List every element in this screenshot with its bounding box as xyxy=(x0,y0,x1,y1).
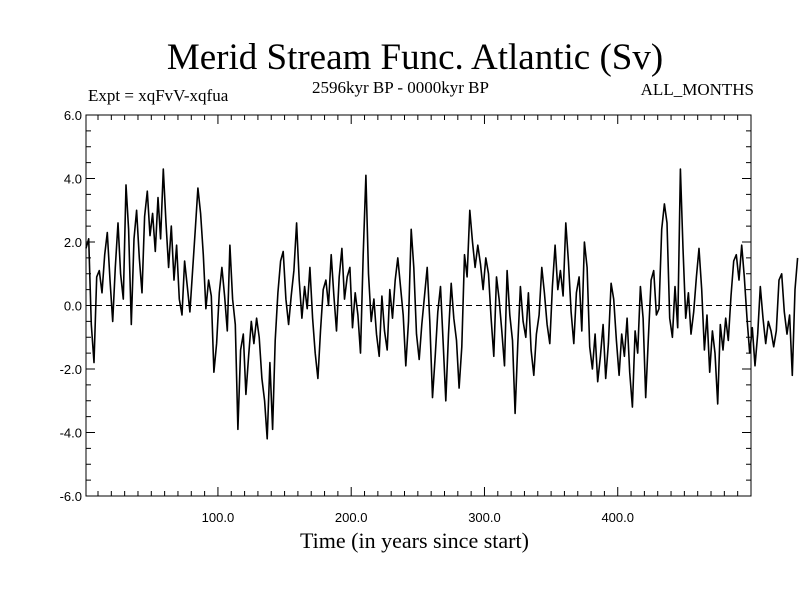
x-tick-label: 200.0 xyxy=(335,510,368,525)
y-tick-label: 4.0 xyxy=(64,172,82,187)
y-tick-label: 2.0 xyxy=(64,235,82,250)
x-tick-label: 100.0 xyxy=(202,510,235,525)
y-tick-label: -4.0 xyxy=(60,426,82,441)
chart-title: Merid Stream Func. Atlantic (Sv) xyxy=(166,37,664,78)
y-tick-label: 6.0 xyxy=(64,108,82,123)
series-layer xyxy=(85,168,799,440)
period-label: 2596kyr BP - 0000kyr BP xyxy=(312,78,489,97)
x-axis-label: Time (in years since start) xyxy=(300,528,529,553)
experiment-label: Expt = xqFvV-xqfua xyxy=(88,86,229,105)
series-line xyxy=(85,168,799,440)
y-tick-label: -2.0 xyxy=(60,362,82,377)
x-tick-label: 400.0 xyxy=(601,510,634,525)
months-label: ALL_MONTHS xyxy=(640,80,754,99)
y-tick-label: 0.0 xyxy=(64,299,82,314)
y-tick-label: -6.0 xyxy=(60,489,82,504)
x-tick-label: 300.0 xyxy=(468,510,501,525)
